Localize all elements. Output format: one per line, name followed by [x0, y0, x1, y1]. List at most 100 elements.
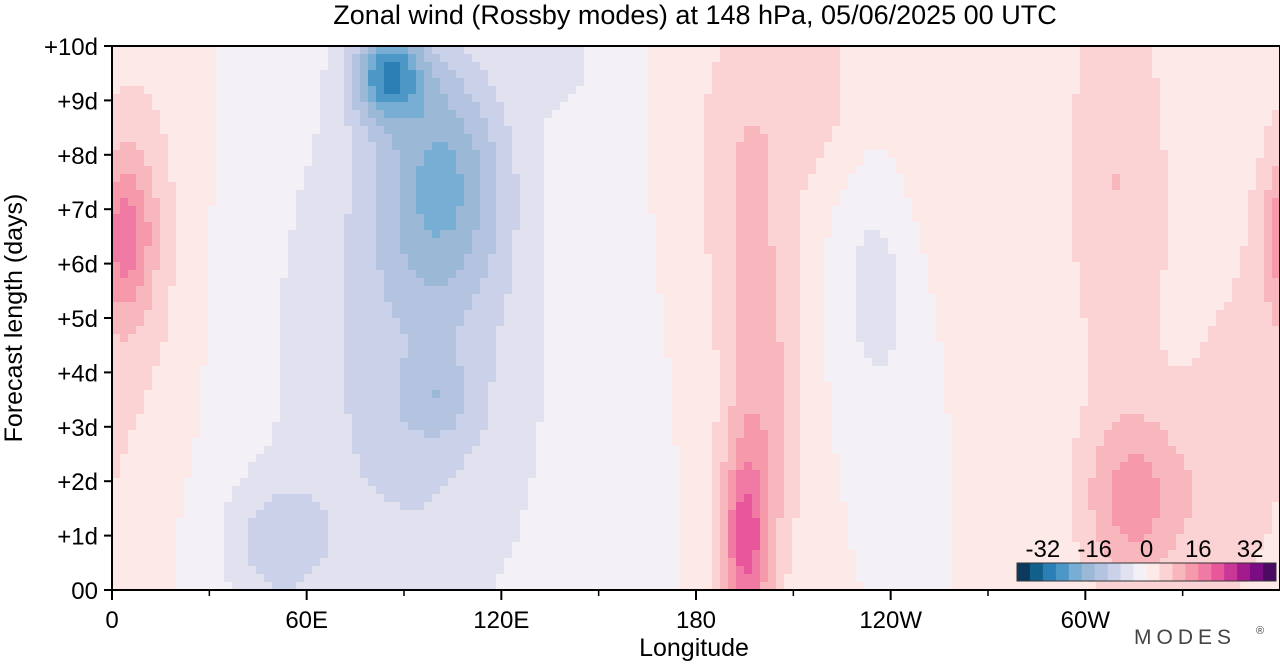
heatmap-cell	[832, 118, 841, 127]
heatmap-cell	[928, 254, 937, 263]
heatmap-cell	[1216, 126, 1225, 135]
heatmap-cell	[120, 78, 129, 87]
heatmap-cell	[648, 150, 657, 159]
heatmap-cell	[664, 150, 673, 159]
heatmap-cell	[376, 174, 385, 183]
heatmap-cell	[1080, 254, 1089, 263]
heatmap-cell	[480, 158, 489, 167]
heatmap-cell	[680, 262, 689, 271]
heatmap-cell	[448, 198, 457, 207]
heatmap-cell	[784, 78, 793, 87]
heatmap-cell	[544, 182, 553, 191]
heatmap-cell	[1048, 302, 1057, 311]
heatmap-cell	[184, 262, 193, 271]
heatmap-cell	[232, 190, 241, 199]
heatmap-cell	[888, 62, 897, 71]
heatmap-cell	[904, 206, 913, 215]
heatmap-cell	[256, 302, 265, 311]
heatmap-cell	[952, 94, 961, 103]
heatmap-cell	[216, 222, 225, 231]
heatmap-cell	[672, 286, 681, 295]
heatmap-cell	[1192, 190, 1201, 199]
heatmap-cell	[1088, 206, 1097, 215]
heatmap-cell	[584, 198, 593, 207]
heatmap-cell	[1112, 278, 1121, 287]
heatmap-cell	[176, 302, 185, 311]
heatmap-cell	[280, 246, 289, 255]
heatmap-cell	[1136, 182, 1145, 191]
heatmap-cell	[1120, 102, 1129, 111]
heatmap-cell	[1128, 270, 1137, 279]
heatmap-cell	[960, 230, 969, 239]
heatmap-cell	[208, 94, 217, 103]
heatmap-cell	[112, 198, 121, 207]
heatmap-cell	[432, 206, 441, 215]
heatmap-cell	[232, 126, 241, 135]
heatmap-cell	[1216, 142, 1225, 151]
heatmap-cell	[480, 102, 489, 111]
heatmap-cell	[448, 238, 457, 247]
heatmap-cell	[1264, 190, 1273, 199]
heatmap-cell	[696, 254, 705, 263]
heatmap-cell	[440, 142, 449, 151]
heatmap-cell	[328, 62, 337, 71]
heatmap-cell	[1240, 222, 1249, 231]
heatmap-cell	[600, 110, 609, 119]
heatmap-cell	[1024, 286, 1033, 295]
heatmap-cell	[568, 286, 577, 295]
heatmap-cell	[848, 238, 857, 247]
heatmap-cell	[1064, 214, 1073, 223]
heatmap-cell	[640, 142, 649, 151]
heatmap-cell	[368, 110, 377, 119]
heatmap-cell	[1120, 254, 1129, 263]
heatmap-cell	[1200, 86, 1209, 95]
heatmap-cell	[416, 206, 425, 215]
heatmap-cell	[408, 182, 417, 191]
heatmap-cell	[584, 310, 593, 319]
heatmap-cell	[432, 102, 441, 111]
heatmap-cell	[1176, 46, 1185, 55]
heatmap-cell	[672, 46, 681, 55]
heatmap-cell	[728, 86, 737, 95]
heatmap-cell	[720, 62, 729, 71]
heatmap-cell	[856, 54, 865, 63]
heatmap-cell	[456, 62, 465, 71]
heatmap-cell	[600, 134, 609, 143]
heatmap-cell	[1112, 62, 1121, 71]
heatmap-cell	[872, 78, 881, 87]
heatmap-cell	[208, 318, 217, 327]
heatmap-cell	[496, 142, 505, 151]
heatmap-cell	[952, 46, 961, 55]
heatmap-cell	[120, 166, 129, 175]
heatmap-cell	[1128, 190, 1137, 199]
heatmap-cell	[1016, 102, 1025, 111]
heatmap-cell	[208, 230, 217, 239]
heatmap-cell	[576, 278, 585, 287]
heatmap-cell	[768, 174, 777, 183]
heatmap-cell	[848, 142, 857, 151]
heatmap-cell	[256, 222, 265, 231]
heatmap-cell	[496, 262, 505, 271]
heatmap-cell	[648, 166, 657, 175]
heatmap-cell	[568, 174, 577, 183]
heatmap-cell	[1016, 166, 1025, 175]
heatmap-cell	[896, 166, 905, 175]
heatmap-cell	[848, 190, 857, 199]
heatmap-cell	[808, 94, 817, 103]
heatmap-cell	[1216, 86, 1225, 95]
heatmap-cell	[448, 214, 457, 223]
heatmap-cell	[480, 118, 489, 127]
heatmap-cell	[296, 302, 305, 311]
heatmap-cell	[512, 214, 521, 223]
heatmap-cell	[944, 230, 953, 239]
heatmap-cell	[1168, 134, 1177, 143]
heatmap-cell	[384, 254, 393, 263]
heatmap-cell	[1016, 126, 1025, 135]
heatmap-cell	[776, 142, 785, 151]
heatmap-cell	[224, 54, 233, 63]
heatmap-cell	[720, 46, 729, 55]
heatmap-cell	[576, 158, 585, 167]
heatmap-cell	[768, 302, 777, 311]
heatmap-cell	[304, 134, 313, 143]
heatmap-cell	[728, 198, 737, 207]
